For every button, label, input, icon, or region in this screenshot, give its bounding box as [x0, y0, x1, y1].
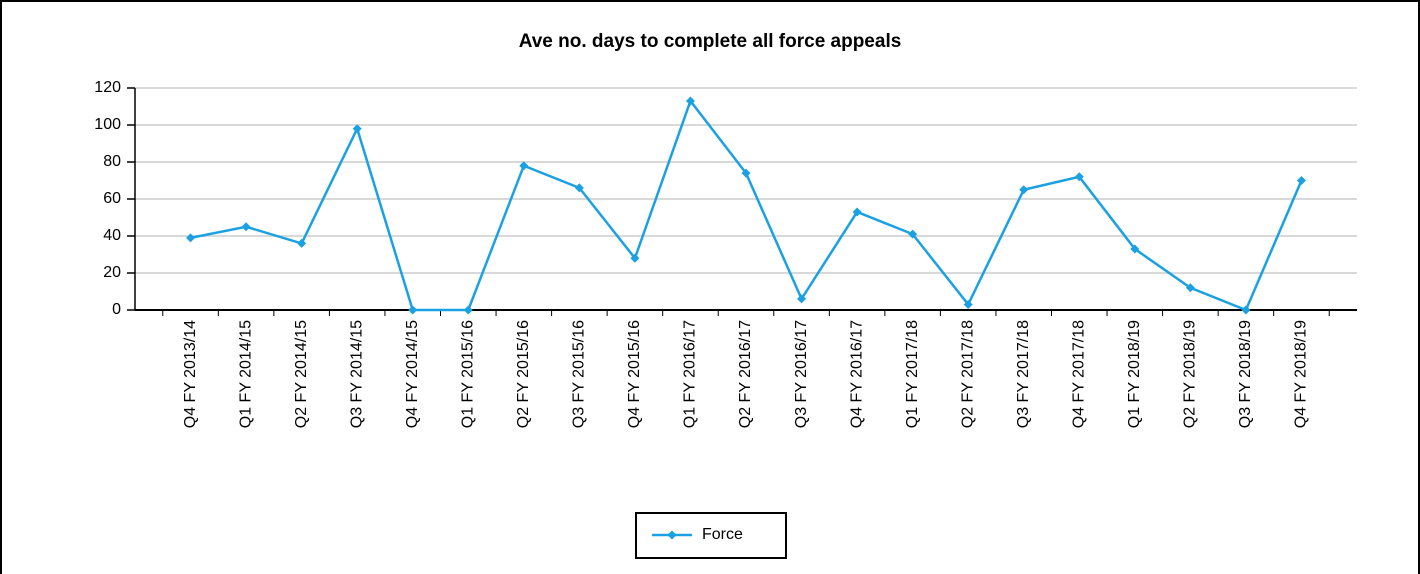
data-point	[463, 305, 473, 315]
y-tick-label: 120	[94, 79, 121, 96]
data-point	[1130, 244, 1140, 254]
data-point	[519, 161, 529, 171]
x-tick-label: Q3 FY 2015/16	[571, 320, 588, 428]
data-point	[963, 299, 973, 309]
x-tick-label: Q4 FY 2016/17	[848, 320, 865, 428]
x-tick-label: Q2 FY 2015/16	[515, 320, 532, 428]
x-tick-label: Q1 FY 2014/15	[237, 320, 254, 428]
x-tick-label: Q4 FY 2014/15	[404, 320, 421, 428]
x-tick-label: Q3 FY 2016/17	[793, 320, 810, 428]
data-point	[1241, 305, 1251, 315]
x-tick-label: Q2 FY 2018/19	[1182, 320, 1199, 428]
data-point	[1185, 283, 1195, 293]
x-tick-label: Q2 FY 2016/17	[737, 320, 754, 428]
x-tick-label: Q2 FY 2017/18	[959, 320, 976, 428]
x-tick-label: Q4 FY 2013/14	[182, 320, 199, 428]
x-tick-label: Q4 FY 2018/19	[1293, 320, 1310, 428]
data-point	[186, 233, 196, 243]
data-point	[1296, 176, 1306, 185]
chart-title: Ave no. days to complete all force appea…	[519, 31, 902, 52]
data-point	[408, 305, 418, 315]
data-point	[574, 183, 584, 193]
x-tick-label: Q1 FY 2016/17	[682, 320, 699, 428]
y-tick-label: 80	[103, 153, 121, 170]
data-point	[352, 124, 362, 134]
data-point	[241, 222, 251, 232]
y-tick-label: 20	[103, 264, 121, 281]
data-point	[908, 229, 918, 239]
data-point	[741, 168, 751, 178]
x-tick-label: Q2 FY 2014/15	[293, 320, 310, 428]
y-tick-label: 60	[103, 190, 121, 207]
x-tick-label: Q1 FY 2017/18	[904, 320, 921, 428]
data-point	[685, 96, 695, 106]
legend-marker	[667, 530, 677, 540]
data-point	[297, 238, 307, 248]
data-point	[797, 294, 807, 304]
legend-label: Force	[702, 526, 743, 543]
data-point	[1074, 172, 1084, 182]
x-tick-label: Q3 FY 2014/15	[348, 320, 365, 428]
x-tick-label: Q1 FY 2015/16	[459, 320, 476, 428]
data-point	[630, 253, 640, 263]
data-point	[852, 207, 862, 217]
x-tick-label: Q3 FY 2018/19	[1237, 320, 1254, 428]
x-tick-label: Q4 FY 2017/18	[1070, 320, 1087, 428]
x-tick-label: Q3 FY 2017/18	[1015, 320, 1032, 428]
y-tick-label: 0	[112, 301, 121, 318]
y-tick-label: 100	[94, 116, 121, 133]
x-tick-label: Q1 FY 2018/19	[1126, 320, 1143, 428]
x-tick-label: Q4 FY 2015/16	[626, 320, 643, 428]
y-tick-label: 40	[103, 227, 121, 244]
data-point	[1019, 185, 1029, 195]
